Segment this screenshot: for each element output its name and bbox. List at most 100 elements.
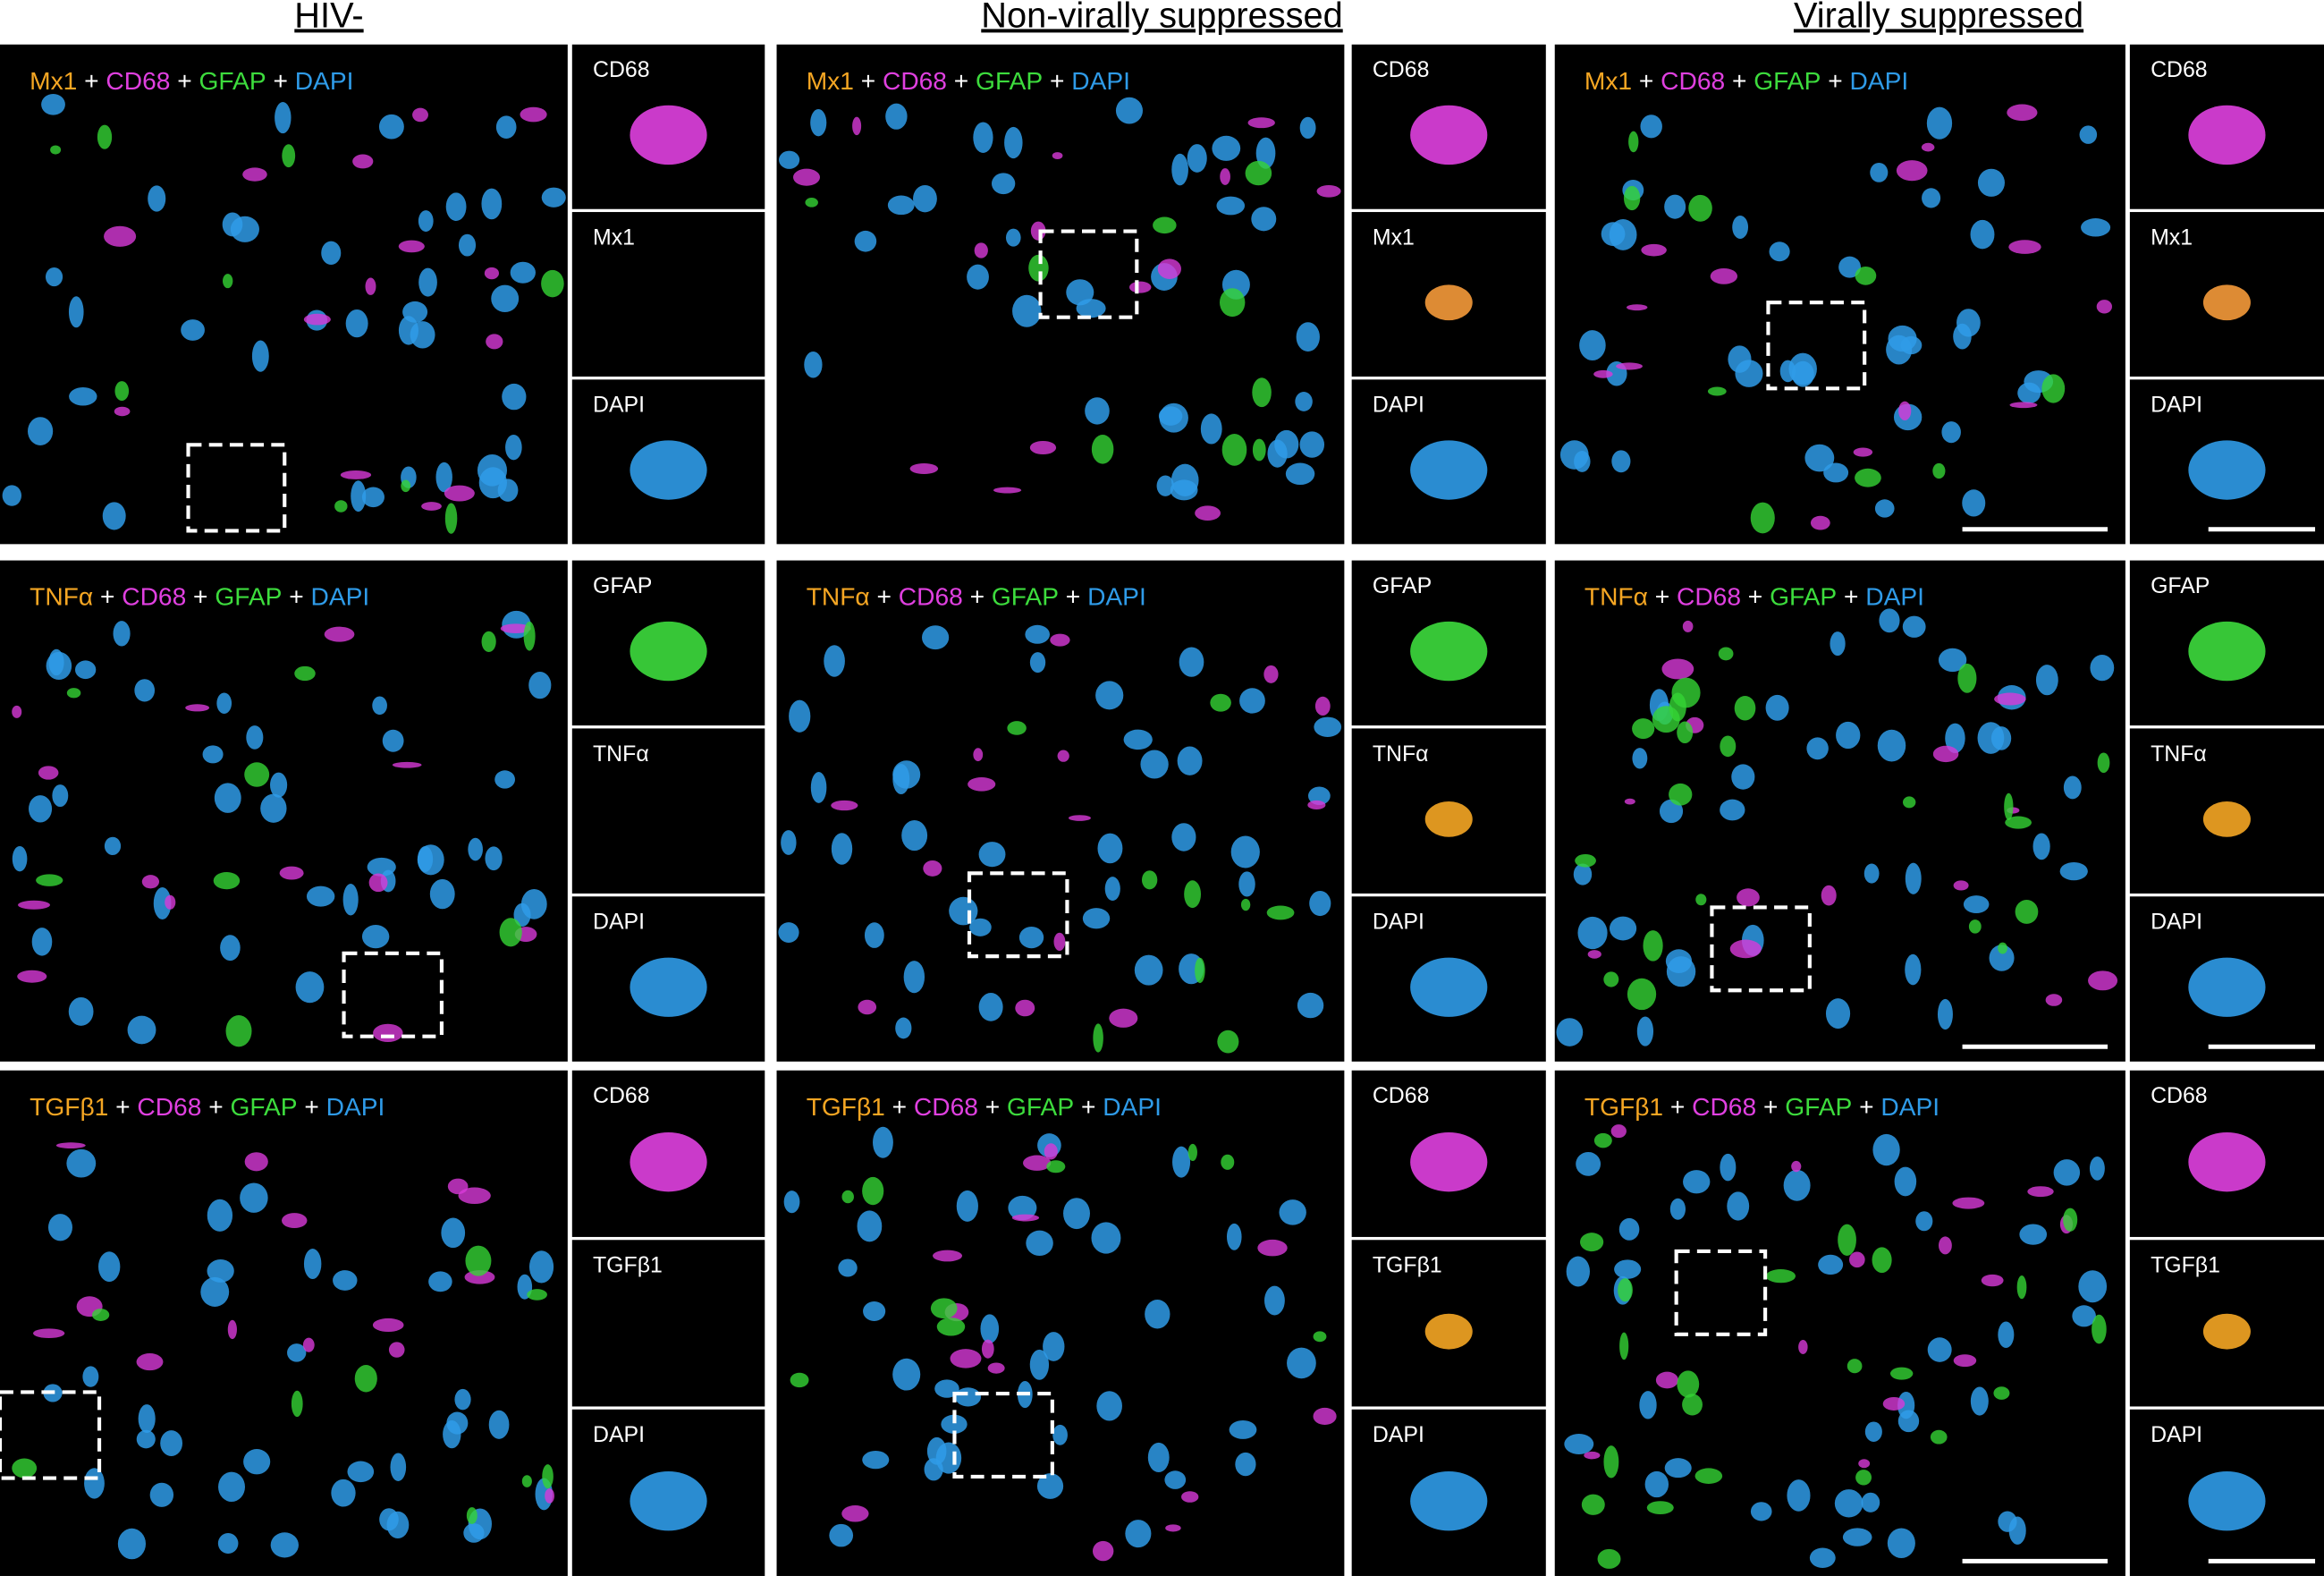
microglia [1313, 1407, 1337, 1426]
nucleus [1861, 1492, 1880, 1512]
nucleus [1787, 1479, 1811, 1512]
astrocyte [1266, 905, 1295, 920]
nucleus [863, 1301, 886, 1322]
astrocyte [1902, 796, 1916, 809]
astrocyte [930, 1298, 958, 1319]
nucleus [1609, 916, 1637, 941]
nucleus [113, 621, 131, 647]
nucleus [390, 1453, 407, 1481]
microglia [1220, 168, 1230, 185]
nucleus [864, 922, 884, 948]
nucleus [1998, 1321, 2015, 1349]
nucleus [31, 928, 53, 956]
microglia [1939, 1236, 1952, 1255]
microglia [1981, 1274, 2004, 1287]
nucleus [810, 109, 827, 137]
nucleus [1937, 998, 1953, 1030]
astrocyte [1618, 1278, 1633, 1302]
nucleus [333, 1270, 358, 1291]
astrocyte [1141, 870, 1158, 890]
channel-label: + [1059, 582, 1080, 611]
nucleus [969, 918, 992, 936]
microglia [1257, 1239, 1288, 1257]
nucleus [1170, 479, 1198, 501]
nucleus [831, 833, 853, 865]
inset-signal [2188, 105, 2266, 165]
astrocyte [1993, 1386, 2010, 1400]
nucleus [222, 212, 243, 237]
microglia [520, 106, 547, 123]
nucleus [1085, 397, 1110, 425]
nucleus [1140, 750, 1169, 779]
nucleus [1036, 1473, 1064, 1499]
astrocyte [1184, 880, 1202, 909]
inset-label: TNFα [593, 741, 649, 767]
nucleus [1864, 1421, 1882, 1442]
channel-label: DAPI [304, 582, 370, 611]
inset-signal [2188, 440, 2266, 500]
nucleus [342, 884, 359, 916]
nucleus [97, 1251, 121, 1283]
nucleus [1164, 1470, 1187, 1489]
astrocyte [1855, 266, 1877, 285]
nucleus [418, 267, 437, 297]
nucleus [1834, 1489, 1863, 1518]
astrocyte [1153, 216, 1177, 234]
astrocyte [1187, 1143, 1197, 1162]
nucleus [895, 1017, 912, 1039]
astrocyte [1677, 721, 1694, 744]
nucleus [2035, 665, 2058, 696]
nucleus [1735, 360, 1763, 387]
astrocyte [1217, 1029, 1239, 1054]
astrocyte [1575, 853, 1596, 868]
nucleus [2072, 1305, 2096, 1327]
channel-label: GFAP [1746, 66, 1821, 95]
nucleus [445, 192, 467, 221]
inset-signal [630, 621, 707, 682]
nucleus [117, 1528, 147, 1560]
nucleus [41, 93, 65, 115]
nucleus [892, 760, 921, 789]
microglia [279, 866, 304, 880]
nucleus [781, 830, 797, 855]
nucleus [502, 383, 527, 411]
astrocyte [1765, 1268, 1796, 1284]
channel-label: CD68 [1685, 1092, 1756, 1121]
astrocyte [1581, 1494, 1605, 1515]
nucleus [435, 462, 452, 493]
microglia [368, 873, 388, 893]
nucleus [1179, 647, 1204, 677]
nucleus [361, 487, 385, 508]
nucleus [779, 150, 800, 169]
channel-label: + [854, 66, 875, 95]
channel-label: + [108, 1092, 130, 1121]
nucleus [1299, 116, 1316, 140]
astrocyte [1847, 1359, 1863, 1374]
inset-signal [1410, 957, 1488, 1017]
nucleus [181, 319, 205, 341]
nucleus [873, 1126, 893, 1158]
nucleus [1177, 746, 1203, 775]
microglia [1853, 447, 1873, 457]
astrocyte [444, 503, 458, 534]
micrograph [776, 44, 1345, 545]
nucleus [429, 878, 455, 910]
panel-label: TNFα + CD68 + GFAP + DAPI [30, 582, 369, 611]
astrocyte [1046, 1160, 1066, 1174]
microglia [18, 900, 50, 910]
microglia [2007, 104, 2038, 122]
nucleus [148, 185, 166, 212]
inset-label: CD68 [1373, 57, 1430, 82]
inset-label: DAPI [1373, 910, 1424, 935]
channel-label: DAPI [1843, 66, 1909, 95]
nucleus [2090, 655, 2115, 682]
astrocyte [401, 479, 411, 493]
nucleus [127, 1015, 156, 1045]
channel-label: + [1741, 582, 1762, 611]
astrocyte [2097, 752, 2110, 774]
nucleus [2059, 861, 2088, 881]
astrocyte [2004, 792, 2014, 821]
microglia [1092, 1540, 1114, 1562]
panel-label: TNFα + CD68 + GFAP + DAPI [1585, 582, 1924, 611]
